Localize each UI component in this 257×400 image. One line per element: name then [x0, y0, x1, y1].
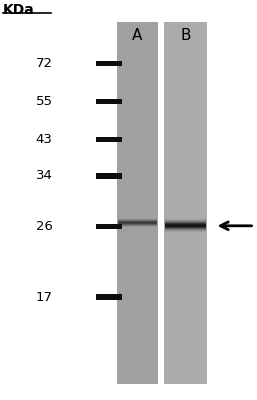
Bar: [117, 22, 158, 384]
Text: 72: 72: [36, 57, 53, 70]
Bar: [96, 173, 122, 179]
Bar: [165, 226, 206, 227]
Bar: [165, 224, 206, 225]
Bar: [118, 221, 157, 222]
Text: 26: 26: [36, 220, 53, 233]
Bar: [165, 228, 206, 229]
Bar: [165, 225, 206, 226]
Bar: [118, 219, 157, 220]
Bar: [165, 223, 206, 224]
Text: A: A: [132, 28, 143, 43]
Text: 43: 43: [36, 133, 53, 146]
Bar: [96, 294, 122, 300]
Bar: [165, 220, 206, 221]
Bar: [164, 22, 207, 384]
Bar: [96, 61, 122, 66]
Bar: [96, 99, 122, 104]
Bar: [118, 220, 157, 221]
Bar: [96, 224, 122, 229]
Bar: [165, 231, 206, 232]
Bar: [118, 223, 157, 224]
Bar: [165, 221, 206, 222]
Bar: [118, 226, 157, 227]
Bar: [165, 229, 206, 230]
Bar: [118, 222, 157, 223]
Bar: [118, 224, 157, 225]
Bar: [165, 222, 206, 223]
Bar: [118, 218, 157, 219]
Bar: [96, 137, 122, 142]
Text: KDa: KDa: [3, 3, 34, 17]
Text: 34: 34: [36, 169, 53, 182]
Bar: [118, 225, 157, 226]
Text: 55: 55: [36, 95, 53, 108]
Bar: [165, 230, 206, 231]
Text: B: B: [180, 28, 191, 43]
Text: 17: 17: [36, 291, 53, 304]
Bar: [165, 227, 206, 228]
